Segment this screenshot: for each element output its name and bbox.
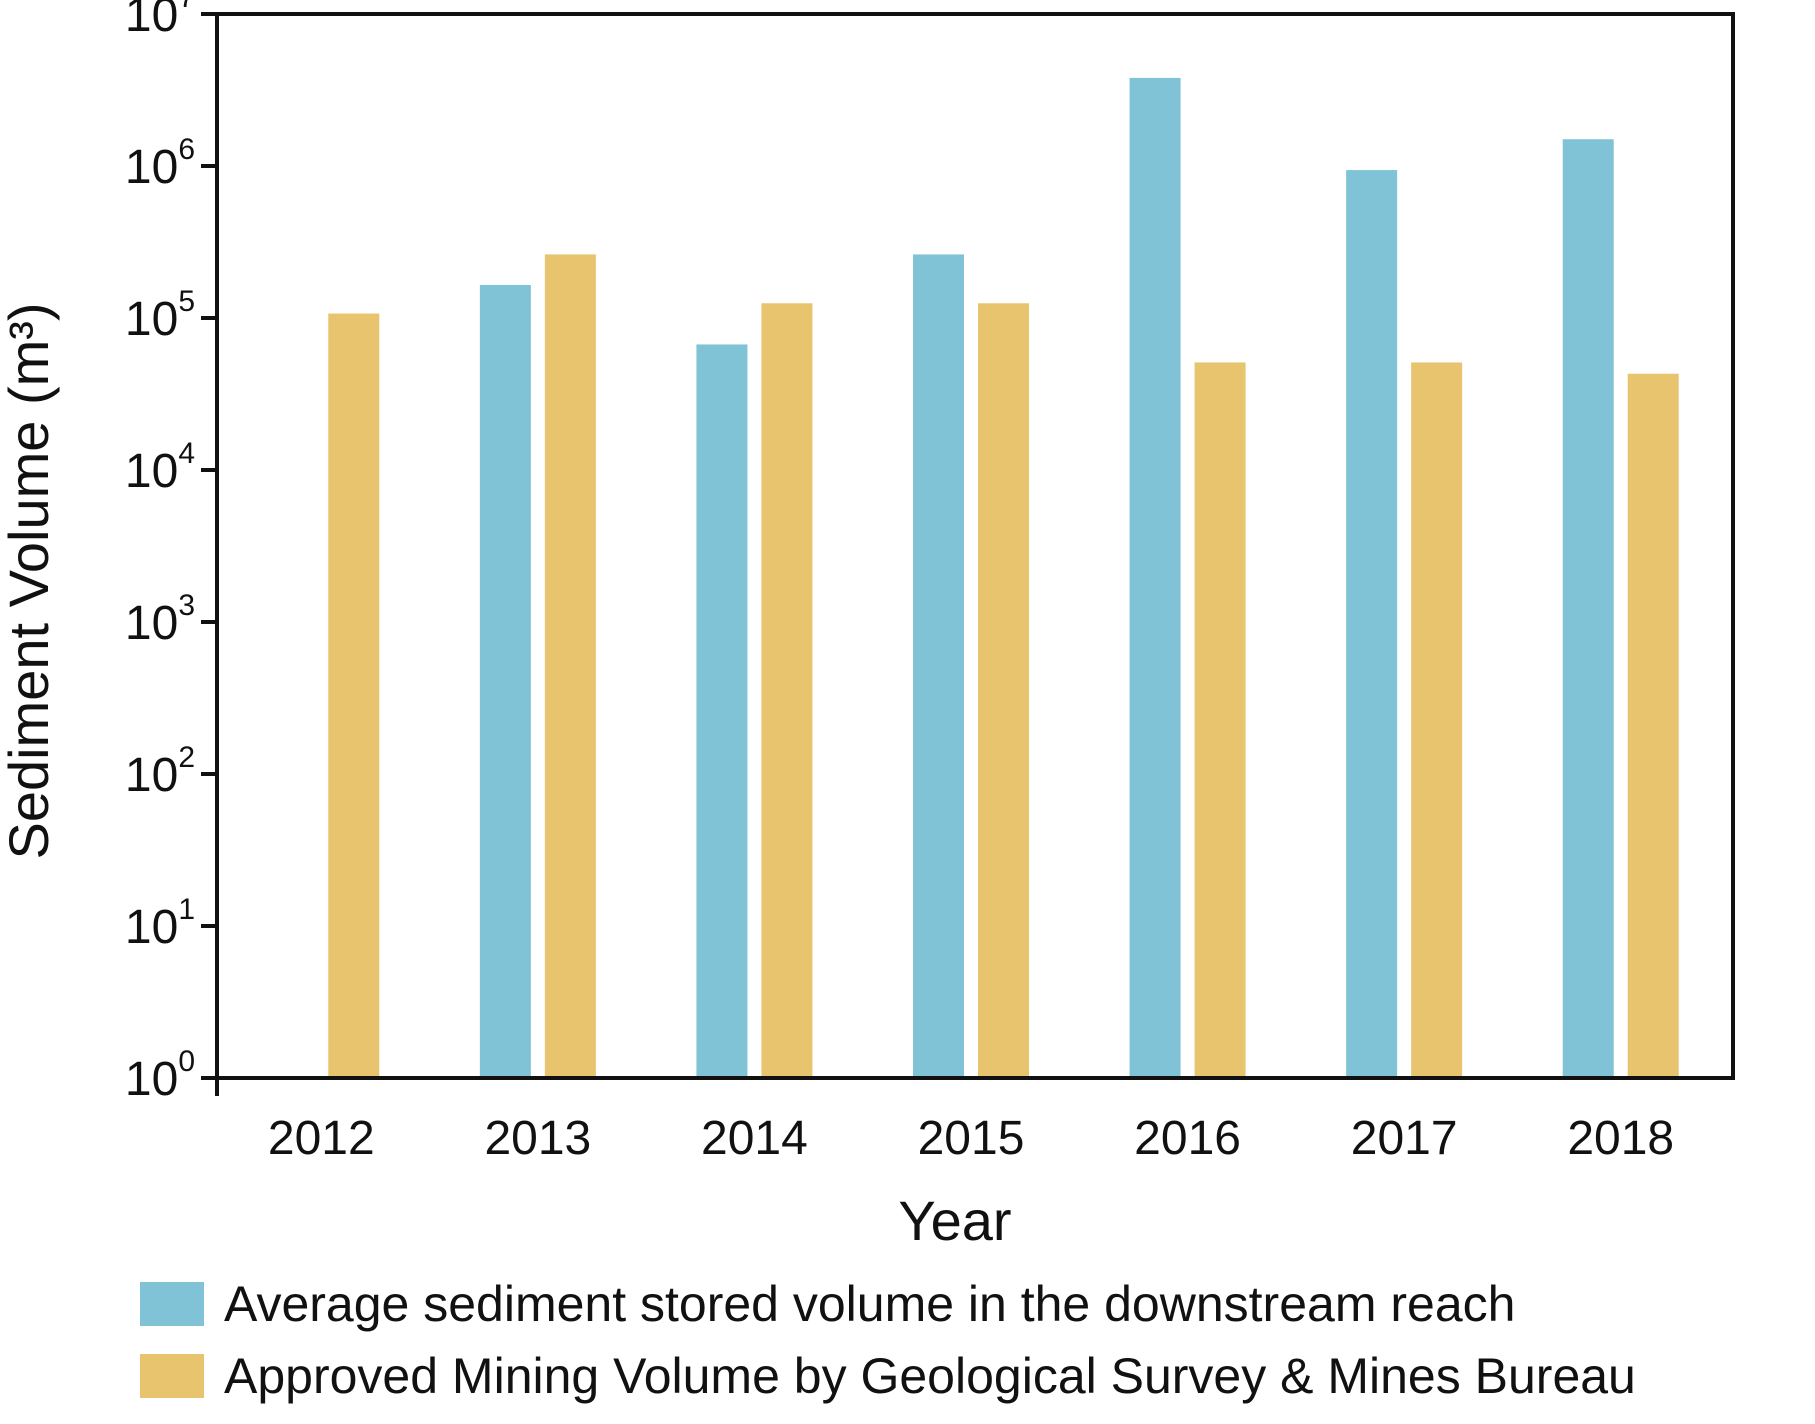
x-tick-label-2017: 2017: [1351, 1112, 1458, 1165]
bar-approved-mining-2013: [544, 254, 596, 1078]
legend-item-stored-volume: Average sediment stored volume in the do…: [140, 1268, 1636, 1340]
bar-stored-volume-2017: [1346, 170, 1398, 1078]
bar-stored-volume-2014: [696, 344, 748, 1078]
y-tick-label-1e4: 104: [125, 437, 195, 498]
x-tick-label-2012: 2012: [268, 1112, 375, 1165]
legend: Average sediment stored volume in the do…: [140, 1268, 1636, 1412]
plot-frame: [215, 12, 1735, 1080]
legend-swatch-stored-volume: [140, 1282, 204, 1326]
y-tick-label-1e3: 103: [125, 589, 195, 650]
bar-approved-mining-2018: [1627, 373, 1679, 1079]
legend-item-approved-mining: Approved Mining Volume by Geological Sur…: [140, 1340, 1636, 1412]
legend-label-approved-mining: Approved Mining Volume by Geological Sur…: [224, 1348, 1636, 1404]
x-tick-label-2014: 2014: [701, 1112, 808, 1165]
bar-stored-volume-2015: [913, 254, 964, 1078]
y-tick-label-1e0: 100: [125, 1045, 195, 1106]
bar-stored-volume-2016: [1129, 77, 1181, 1078]
legend-swatch-approved-mining: [140, 1354, 204, 1398]
y-tick-layer: 100 101 102 103 104 105 106 107: [125, 0, 217, 1106]
x-axis-title: Year: [898, 1189, 1011, 1252]
x-tick-label-2018: 2018: [1567, 1112, 1674, 1165]
bar-approved-mining-2015: [978, 303, 1029, 1079]
bar-approved-mining-2012: [328, 313, 380, 1078]
x-tick-label-2013: 2013: [484, 1112, 591, 1165]
axes-layer: [215, 12, 1735, 1096]
bars-layer: [328, 77, 1679, 1079]
bar-approved-mining-2017: [1411, 362, 1463, 1078]
y-axis-title: Sediment Volume (m³): [0, 302, 60, 859]
y-tick-label-1e6: 106: [125, 133, 195, 194]
y-tick-label-1e7: 107: [125, 0, 195, 42]
bar-approved-mining-2014: [761, 303, 813, 1079]
y-tick-label-1e2: 102: [125, 741, 195, 802]
bar-stored-volume-2013: [479, 284, 531, 1078]
bar-approved-mining-2016: [1194, 362, 1246, 1078]
bar-stored-volume-2018: [1562, 139, 1614, 1078]
x-tick-label-2016: 2016: [1134, 1112, 1241, 1165]
y-tick-label-1e1: 101: [125, 893, 195, 954]
y-tick-label-1e5: 105: [125, 285, 195, 346]
legend-label-stored-volume: Average sediment stored volume in the do…: [224, 1276, 1516, 1332]
chart: 100101102103104105106107 201220132014201…: [0, 0, 1735, 1252]
x-tick-layer: 2012 2013 2014 2015 2016 2017 2018: [268, 1112, 1674, 1165]
x-tick-label-2015: 2015: [918, 1112, 1025, 1165]
